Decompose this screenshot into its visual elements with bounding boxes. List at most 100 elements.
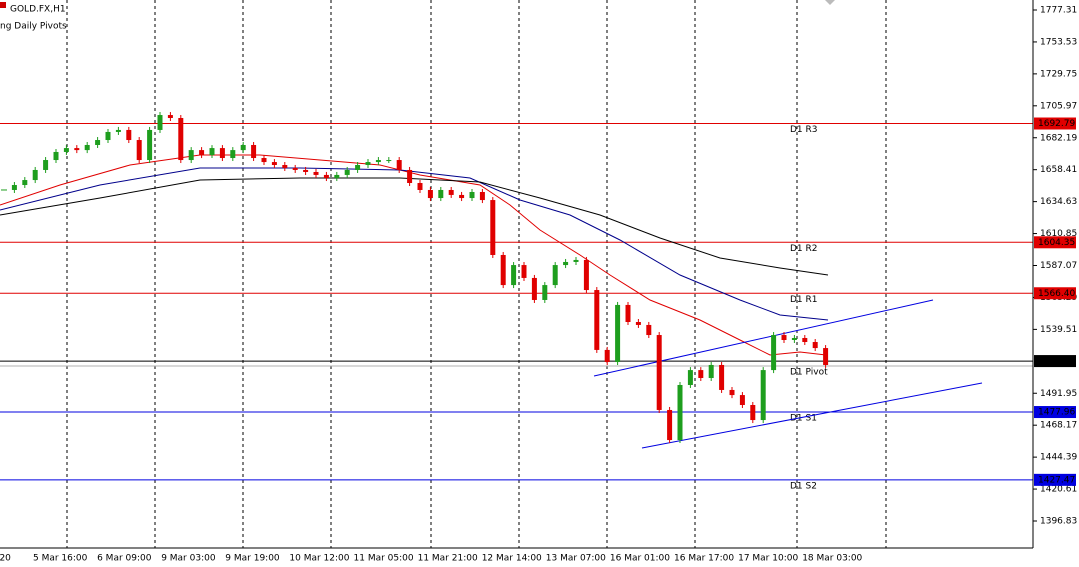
candle: [251, 144, 257, 159]
level-name: D1 R2: [790, 244, 818, 254]
candle: [95, 140, 101, 145]
y-tick-label: 1682.19: [1040, 133, 1077, 143]
current-price-box: [1034, 355, 1076, 368]
level-price-box: [1034, 473, 1076, 486]
indicator-label: ng Daily Pivots: [0, 22, 67, 32]
candles: [1, 112, 829, 444]
candle: [188, 150, 194, 161]
y-tick-label: 1658.41: [1040, 165, 1077, 175]
candle: [521, 265, 527, 278]
candle: [583, 259, 589, 291]
candle: [22, 180, 28, 186]
candle: [823, 348, 829, 365]
x-tick-label: 10 Mar 12:00: [289, 554, 349, 564]
x-tick-label: 17 Mar 10:00: [738, 554, 798, 564]
y-tick-label: 1444.39: [1040, 453, 1077, 463]
candle: [167, 115, 173, 118]
candle: [136, 140, 142, 161]
candle: [240, 144, 246, 151]
candle: [459, 194, 465, 199]
candle: [261, 158, 267, 163]
candle: [791, 337, 797, 340]
level-price-box: [1034, 287, 1076, 300]
candle: [719, 364, 725, 390]
candle: [750, 405, 756, 421]
y-tick-label: 1705.97: [1040, 101, 1077, 111]
level-price-box: [1034, 236, 1076, 249]
y-tick-label: 1539.51: [1040, 325, 1077, 335]
y-tick-label: 1634.63: [1040, 197, 1077, 207]
y-tick-label: 1491.95: [1040, 389, 1077, 399]
y-tick-label: 1587.07: [1040, 261, 1077, 271]
candle: [219, 148, 225, 159]
candle: [63, 148, 69, 152]
candle: [490, 200, 496, 255]
candle: [209, 148, 215, 156]
level-price-box: [1034, 117, 1076, 130]
y-tick-label: 1729.75: [1040, 69, 1077, 79]
x-tick-label: 2020: [0, 554, 11, 564]
candle: [365, 162, 371, 166]
candle: [656, 335, 662, 410]
candle: [604, 349, 610, 363]
y-tick-label: 1468.17: [1040, 421, 1077, 431]
candle: [115, 129, 121, 132]
level-name: D1 R1: [790, 295, 818, 305]
day-separators: [66, 0, 887, 548]
candle: [375, 160, 381, 163]
x-tick-label: 16 Mar 17:00: [674, 554, 734, 564]
level-price-label: 1427.47: [1038, 475, 1075, 485]
candle: [729, 389, 735, 396]
symbol-icon: [0, 2, 6, 8]
candle: [479, 191, 485, 201]
x-tick-label: 13 Mar 07:00: [546, 554, 606, 564]
x-tick-label: 12 Mar 14:00: [482, 554, 542, 564]
candle: [667, 409, 673, 441]
candle: [407, 169, 413, 183]
y-tick-label: 1753.53: [1040, 37, 1077, 47]
level-price-box: [1034, 406, 1076, 419]
x-tick-label: 18 Mar 03:00: [802, 554, 862, 564]
candle: [771, 335, 777, 371]
candle: [396, 160, 402, 170]
x-tick-label: 9 Mar 19:00: [225, 554, 280, 564]
level-name: D1 S2: [790, 481, 817, 491]
candle: [708, 364, 714, 379]
axes: 1777.31 1753.53 1729.75 1705.97 1682.19 1658.…: [0, 6, 1077, 564]
candle: [781, 335, 787, 340]
candle: [542, 285, 548, 300]
candle: [32, 169, 38, 181]
candle: [615, 304, 621, 363]
candle: [677, 384, 683, 441]
level-name: D1 S1: [790, 414, 817, 424]
candle: [282, 165, 288, 168]
y-tick-label: 1610.85: [1040, 229, 1077, 239]
candle: [500, 254, 506, 286]
x-tick-label: 6 Mar 09:00: [97, 554, 152, 564]
trend-channel: [593, 299, 983, 449]
candle: [334, 174, 340, 179]
candle: [313, 171, 319, 175]
x-tick-label: 16 Mar 01:00: [610, 554, 670, 564]
candle: [386, 160, 392, 162]
candle: [199, 150, 205, 156]
candle: [687, 370, 693, 385]
candle: [646, 324, 652, 336]
candle: [84, 144, 90, 151]
candle: [594, 290, 600, 350]
level-price-label: 1692.79: [1038, 119, 1075, 129]
current-price-label: 1515.91: [1038, 357, 1075, 367]
candle: [157, 115, 163, 130]
candle: [344, 169, 350, 175]
level-price-label: 1604.35: [1038, 238, 1075, 248]
x-tick-label: 5 Mar 16:00: [33, 554, 88, 564]
candle: [760, 370, 766, 421]
level-price-label: 1566.40: [1038, 289, 1075, 299]
levels: D1 R3 D1 R2 D1 R1 D1 Pivot D1 S1 D1 S2: [0, 123, 1033, 491]
candle: [812, 342, 818, 349]
candle: [147, 129, 153, 161]
candle: [178, 117, 184, 161]
x-tick-label: 11 Mar 21:00: [418, 554, 478, 564]
candle: [802, 337, 808, 343]
